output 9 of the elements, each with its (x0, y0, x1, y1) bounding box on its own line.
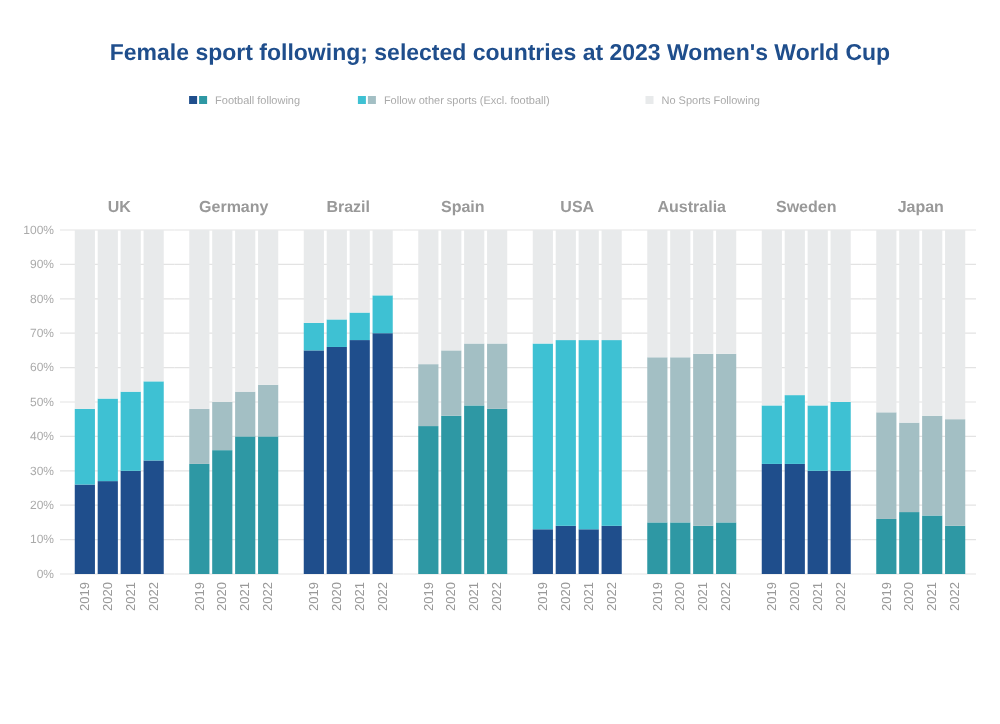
chart-subtitle: Sweden (776, 198, 837, 216)
chart-subtitle: USA (560, 198, 595, 216)
chart-subtitle: Japan (897, 198, 945, 216)
chart-subtitle: Spain (440, 198, 485, 216)
chart-subtitle: Australia (657, 198, 728, 216)
chart-subtitle: Brazil (326, 198, 371, 216)
text: Female sport following; selected countries at 2023 Women's World Cup (109, 42, 891, 66)
chart-subtitle: Germany (199, 198, 270, 216)
chart-subtitle: UK (107, 198, 132, 216)
